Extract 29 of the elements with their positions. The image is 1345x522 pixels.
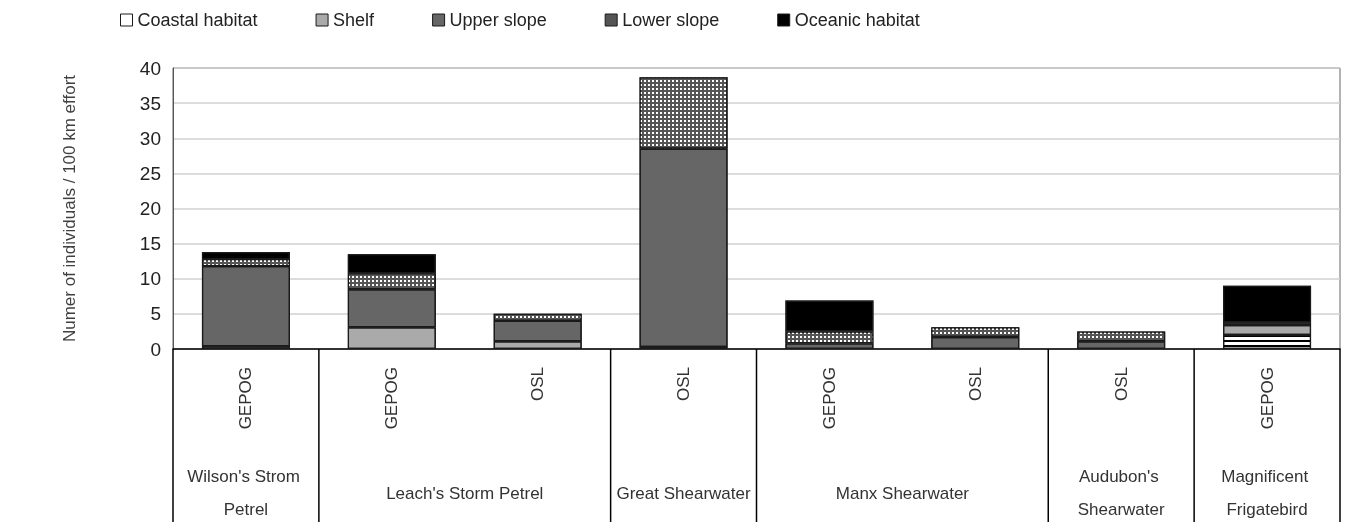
x-tick-label: OSL <box>674 367 694 402</box>
text: Magnificent Frigatebird <box>1221 467 1313 519</box>
legend-label: Shelf <box>333 10 376 30</box>
x-tick-label: GEPOG <box>819 367 839 430</box>
x-tick-label: OSL <box>1111 367 1131 402</box>
y-tick-label: 15 <box>139 233 161 255</box>
legend-label: Lower slope <box>622 10 720 30</box>
text: Wilson's Strom Petrel <box>187 467 305 519</box>
legend-label: Upper slope <box>449 10 547 30</box>
y-tick-label: 35 <box>139 92 161 114</box>
x-tick-label: OSL <box>965 367 985 402</box>
y-tick-label: 20 <box>139 198 161 219</box>
text: Great Shearwater <box>616 483 751 503</box>
y-axis-title: Numer of individuals / 100 km effort <box>60 74 79 343</box>
y-tick-label: 0 <box>150 338 161 360</box>
x-tick-label: GEPOG <box>236 367 256 430</box>
x-tick-label: GEPOG <box>1257 367 1277 430</box>
y-tick-label: 5 <box>150 303 161 325</box>
legend-label: Oceanic habitat <box>794 10 920 30</box>
x-tick-label: OSL <box>528 367 548 402</box>
legend-label: Coastal habitat <box>137 10 258 30</box>
text: Manx Shearwater <box>835 483 970 503</box>
y-tick-label: 10 <box>139 268 161 290</box>
y-tick-label: 40 <box>139 57 161 79</box>
y-tick-label: 30 <box>139 127 161 149</box>
x-tick-label: GEPOG <box>382 367 402 430</box>
y-tick-label: 25 <box>139 162 161 184</box>
text: Audubon's Shearwater <box>1077 467 1165 519</box>
text: Leach's Storm Petrel <box>386 483 544 503</box>
